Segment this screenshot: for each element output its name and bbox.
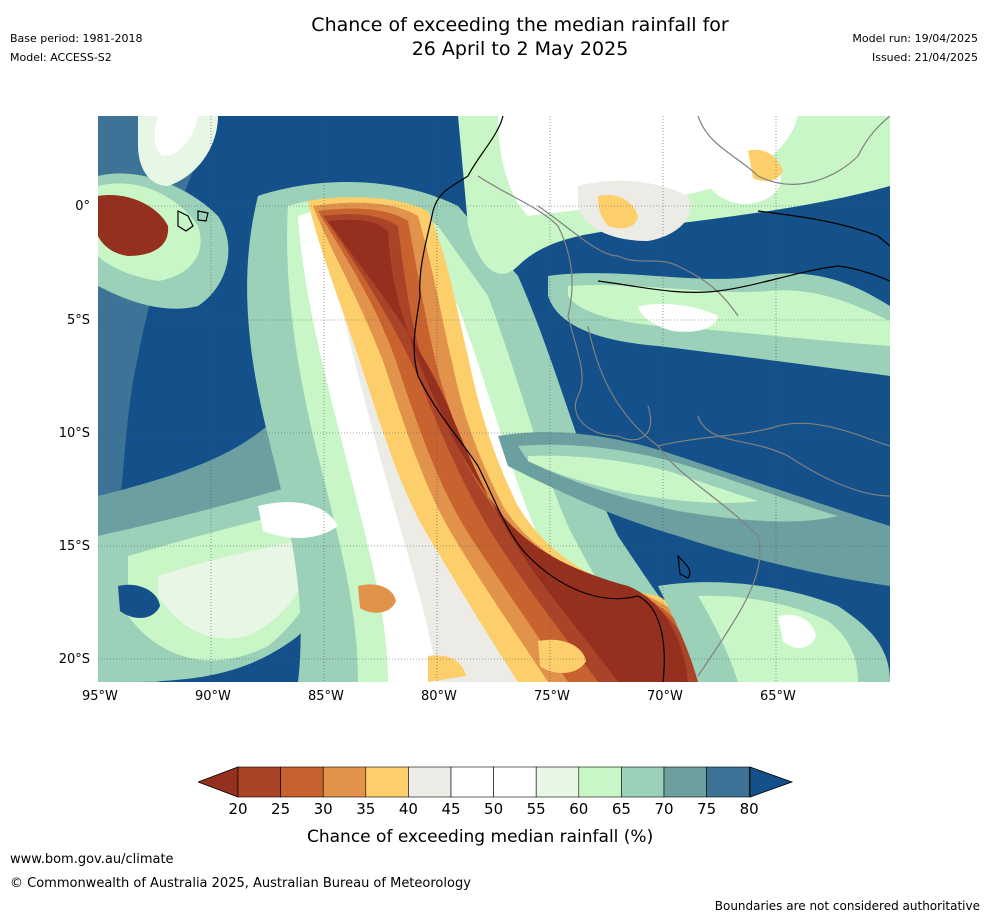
lon-tick-label: 85°W — [308, 689, 344, 704]
colorbar-title: Chance of exceeding median rainfall (%) — [307, 827, 654, 847]
lat-tick-label: 0° — [75, 199, 90, 214]
colorbar-cell — [408, 766, 452, 798]
title-line-2: 26 April to 2 May 2025 — [411, 38, 629, 60]
lat-tick-label: 20°S — [58, 652, 90, 667]
graticule-lines — [98, 116, 890, 682]
colorbar-low-extend — [198, 766, 239, 798]
colorbar-cell — [280, 766, 324, 798]
colorbar-cell — [535, 766, 580, 798]
country-borders — [477, 116, 890, 677]
lon-tick-label: 65°W — [760, 689, 796, 704]
colorbar-tick-label: 70 — [654, 800, 674, 818]
lon-tick-label: 90°W — [195, 689, 231, 704]
lon-tick-label: 75°W — [534, 689, 570, 704]
colorbar-swatches — [198, 766, 794, 798]
colorbar-cell — [621, 766, 665, 798]
colorbar-tick-label: 45 — [441, 800, 461, 818]
colorbar-high-extend — [749, 766, 794, 798]
lon-tick-label: 70°W — [647, 689, 683, 704]
colorbar-cell — [663, 766, 707, 798]
colorbar-tick-label: 35 — [356, 800, 376, 818]
colorbar-tick-label: 25 — [271, 800, 291, 818]
colorbar-tick-label: 55 — [526, 800, 546, 818]
colorbar-cell — [493, 766, 537, 798]
colorbar-tick-label: 50 — [484, 800, 504, 818]
model-run-text: Model run: 19/04/2025 — [852, 32, 978, 45]
colorbar-cell — [237, 766, 281, 798]
map-canvas — [98, 116, 890, 682]
colorbar-cell — [322, 766, 367, 798]
colorbar-cells — [237, 766, 750, 798]
colorbar-tick-label: 20 — [228, 800, 248, 818]
colorbar-tick-label: 75 — [697, 800, 717, 818]
lat-tick-label: 15°S — [58, 539, 90, 554]
base-period-text: Base period: 1981-2018 — [10, 32, 143, 45]
copyright-text: © Commonwealth of Australia 2025, Austra… — [10, 876, 471, 891]
rainfall-probability-map — [98, 116, 890, 682]
coastlines — [177, 116, 890, 682]
lon-tick-label: 80°W — [421, 689, 457, 704]
lat-tick-label: 5°S — [66, 313, 90, 328]
issued-date-text: Issued: 21/04/2025 — [871, 51, 978, 64]
website-link[interactable]: www.bom.gov.au/climate — [10, 852, 174, 867]
colorbar-cell — [450, 766, 494, 798]
colorbar-cell — [706, 766, 750, 798]
map-title: Chance of exceeding the median rainfall … — [0, 13, 988, 61]
disclaimer-text: Boundaries are not considered authoritat… — [714, 899, 980, 913]
colorbar — [198, 766, 794, 802]
lon-tick-label: 95°W — [82, 689, 118, 704]
colorbar-tick-label: 60 — [569, 800, 589, 818]
title-line-1: Chance of exceeding the median rainfall … — [311, 14, 729, 36]
colorbar-tick-label: 80 — [739, 800, 759, 818]
colorbar-cell — [578, 766, 622, 798]
colorbar-cell — [365, 766, 409, 798]
lat-tick-label: 10°S — [58, 426, 90, 441]
colorbar-tick-label: 40 — [398, 800, 418, 818]
model-name-text: Model: ACCESS-S2 — [10, 51, 112, 64]
colorbar-tick-label: 65 — [611, 800, 631, 818]
colorbar-tick-label: 30 — [313, 800, 333, 818]
